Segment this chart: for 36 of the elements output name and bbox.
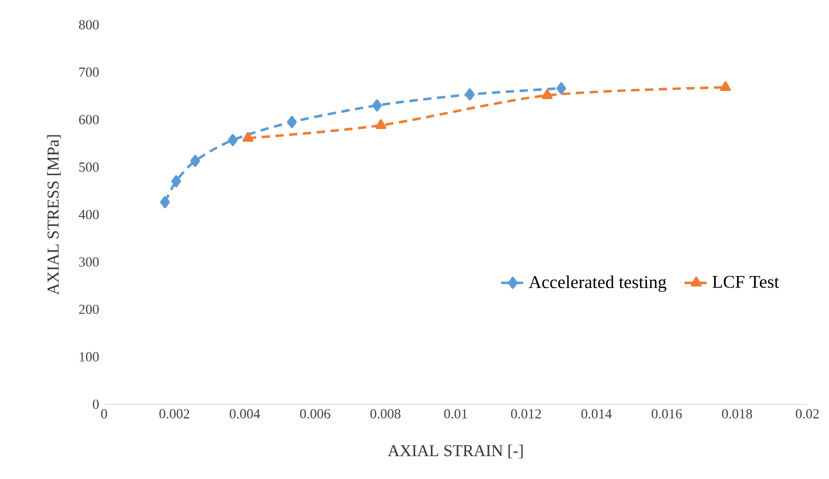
point	[720, 81, 731, 92]
y-tick-label: 300	[79, 257, 99, 267]
point	[171, 175, 182, 188]
point	[375, 119, 386, 130]
point	[542, 89, 553, 100]
x-tick-label: 0.002	[159, 409, 190, 419]
point	[556, 82, 566, 94]
x-tick-label: 0.012	[511, 409, 541, 419]
point	[464, 88, 475, 101]
point	[228, 134, 238, 146]
x-tick-label: 0	[101, 409, 108, 418]
point	[242, 132, 254, 142]
x-tick-label: 0.016	[652, 409, 682, 419]
y-axis-title: AXIAL STRESS [MPa]	[47, 135, 61, 295]
y-tick-label: 700	[79, 68, 99, 77]
x-tick-label: 0.006	[300, 409, 330, 419]
x-tick-label: 0.004	[230, 409, 260, 419]
x-tick-label: 0.008	[370, 409, 400, 419]
x-tick-label: 0.01	[444, 409, 468, 419]
y-tick-label: 0	[92, 400, 99, 409]
y-tick-label: 200	[79, 304, 99, 314]
point	[372, 99, 382, 112]
legend-label: LCF Test	[712, 276, 780, 288]
y-tick-label: 500	[79, 162, 99, 172]
point	[190, 154, 200, 168]
x-tick-label: 0.014	[581, 409, 612, 419]
point	[287, 116, 297, 128]
point	[160, 196, 170, 208]
x-tick-label: 0.018	[722, 409, 752, 419]
legend-label: Accelerated testing	[528, 276, 666, 292]
y-tick-label: 800	[79, 20, 99, 30]
y-tick-label: 400	[78, 210, 99, 220]
y-tick-label: 100	[80, 352, 99, 362]
y-tick-label: 600	[79, 115, 99, 124]
x-axis-title: AXIAL STRAIN [-]	[388, 444, 523, 458]
x-tick-label: 0.02	[796, 409, 819, 419]
